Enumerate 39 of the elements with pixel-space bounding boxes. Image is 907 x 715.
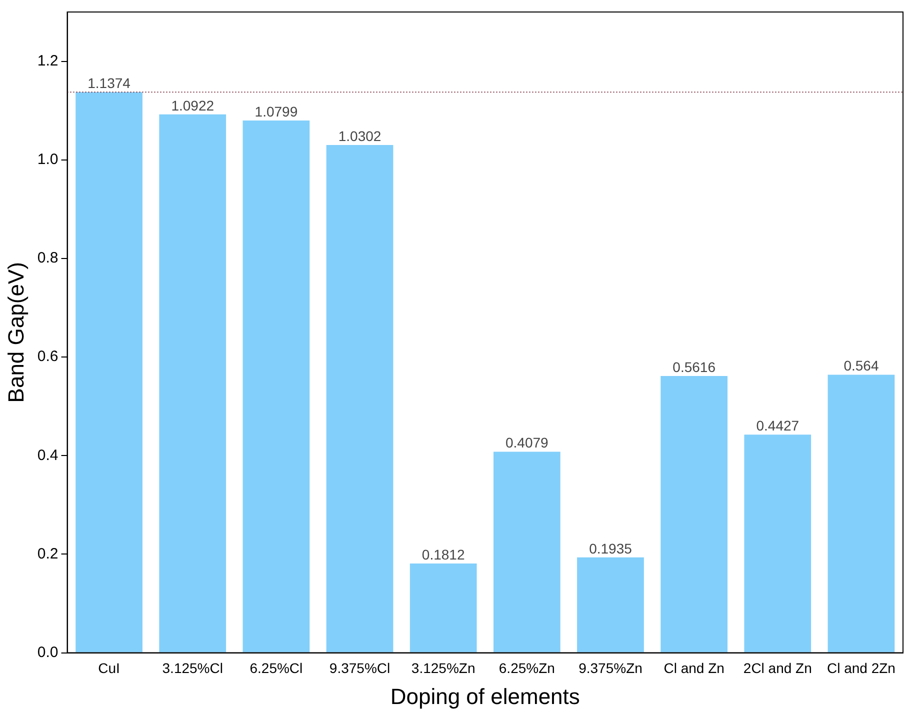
- bar: [493, 452, 560, 652]
- bar: [76, 92, 142, 652]
- data-label: 0.564: [844, 358, 879, 374]
- bar: [410, 563, 477, 652]
- y-axis-title: Band Gap(eV): [3, 262, 28, 403]
- data-label: 1.0922: [171, 97, 214, 114]
- y-tick-label: 0.4: [37, 446, 58, 464]
- x-axis-title: Doping of elements: [390, 684, 580, 709]
- data-label: 0.5616: [672, 358, 716, 375]
- bar: [660, 376, 728, 652]
- x-tick-label: 3.125%Zn: [411, 660, 476, 676]
- y-tick-label: 1.2: [37, 52, 58, 70]
- bar: [828, 374, 895, 652]
- bar: [159, 114, 226, 652]
- y-tick-label: 1.0: [37, 151, 58, 168]
- x-tick-label: 6.25%Zn: [498, 660, 555, 676]
- y-tick-label: 0.6: [37, 348, 58, 366]
- data-label: 0.1812: [422, 546, 465, 562]
- data-label: 1.1374: [88, 75, 131, 92]
- bar: [744, 434, 812, 652]
- x-tick-label: 2Cl and Zn: [743, 660, 812, 676]
- data-label: 0.1935: [589, 540, 632, 556]
- x-tick-label: 9.375%Zn: [578, 660, 642, 676]
- x-tick-label: 3.125%Cl: [162, 660, 223, 676]
- x-tick-label: 6.25%Cl: [250, 660, 303, 676]
- x-tick-label: CuI: [98, 660, 120, 676]
- y-tick-label: 0.0: [37, 644, 58, 661]
- x-tick-label: Cl and Zn: [664, 660, 724, 676]
- data-label: 0.4427: [756, 417, 800, 434]
- bar: [242, 120, 310, 652]
- y-tick-label: 0.2: [37, 545, 58, 562]
- data-label: 0.4079: [506, 434, 549, 451]
- y-tick-label: 0.8: [37, 250, 58, 267]
- bar: [577, 557, 644, 652]
- x-tick-label: 9.375%Cl: [329, 660, 390, 676]
- data-label: 1.0302: [338, 128, 382, 144]
- x-tick-label: Cl and 2Zn: [826, 660, 896, 676]
- bar: [326, 144, 394, 652]
- data-label: 1.0799: [254, 103, 298, 120]
